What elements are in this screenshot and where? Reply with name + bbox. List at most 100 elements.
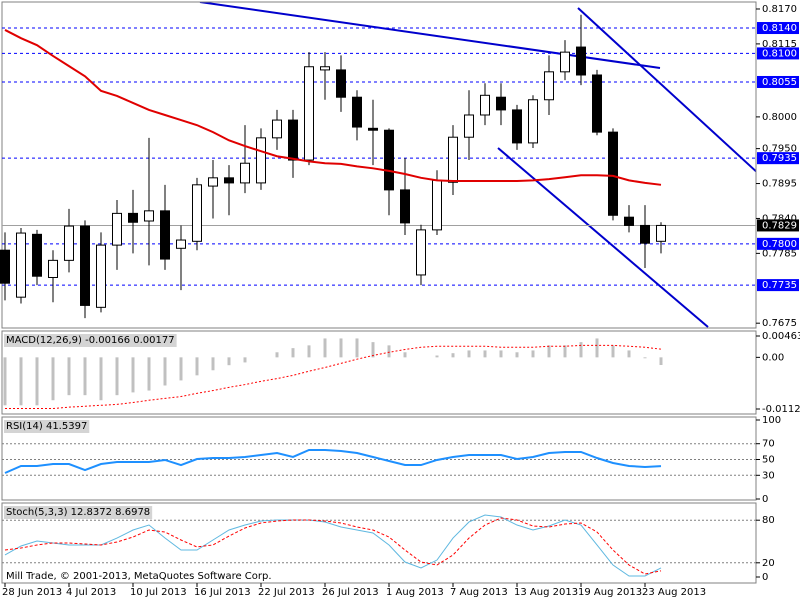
candles (0, 14, 666, 319)
macd-histogram-bar (403, 352, 407, 358)
level-label: 0.8055 (762, 77, 797, 88)
candle-body (160, 210, 170, 260)
current-price-box (757, 219, 799, 232)
candle-body (96, 244, 106, 308)
macd-histogram-bar (579, 342, 583, 358)
trend-line (497, 147, 709, 328)
macd-histogram-bar (467, 350, 471, 358)
macd-histogram-bar (563, 345, 567, 358)
y-tick-label: 0.8170 (762, 4, 797, 15)
x-tick-label: 13 Aug 2013 (514, 587, 578, 598)
y-tick-label: 30 (762, 470, 775, 481)
stoch-main-line (4, 514, 662, 577)
macd-histogram-bar (339, 338, 343, 358)
x-tick-label: 10 Jul 2013 (130, 587, 187, 598)
y-tick-label: 0.7840 (762, 213, 797, 224)
candle-body (368, 127, 378, 131)
candle-body (192, 184, 202, 242)
panel-frame (1, 330, 757, 415)
macd-histogram-bar (275, 352, 279, 358)
level-label: 0.7935 (762, 153, 797, 164)
macd-histogram-bar (211, 357, 215, 371)
candle-body (432, 179, 442, 231)
candle-body (352, 96, 362, 128)
candle-body (640, 224, 650, 244)
candle-body (304, 66, 314, 161)
macd-histogram-bar (179, 357, 183, 381)
candle-body (480, 94, 490, 116)
level-label-box (757, 22, 799, 35)
level-label-box (757, 152, 799, 165)
y-tick-label: 20 (762, 558, 775, 569)
candle-body (240, 162, 250, 184)
x-tick-label: 22 Jul 2013 (258, 587, 315, 598)
candle-body (560, 51, 570, 73)
trend-lines (199, 2, 756, 328)
macd-histogram-bar (531, 350, 535, 358)
stoch-signal-line (4, 517, 662, 575)
candle-body (128, 212, 138, 223)
macd-histogram-bar (67, 357, 71, 396)
y-tick-label: 0.8115 (762, 39, 797, 50)
y-tick-label: 0.00 (762, 352, 784, 363)
x-tick-label: 23 Aug 2013 (642, 587, 706, 598)
copyright-text: Mill Trade, © 2001-2013, MetaQuotes Soft… (6, 571, 272, 582)
candle-body (416, 229, 426, 276)
level-label-box (757, 279, 799, 292)
candle-body (64, 225, 74, 261)
y-tick-label: 0.7895 (762, 179, 797, 190)
macd-histogram-bar (323, 338, 327, 358)
title-background (4, 420, 90, 433)
candle-body (448, 136, 458, 183)
panel-frame (1, 502, 757, 584)
macd-histogram-bar (659, 357, 663, 366)
macd-histogram-bar (291, 348, 295, 358)
macd-histogram-bar (227, 357, 231, 366)
y-tick-label: 80 (762, 515, 775, 526)
macd-histogram-bar (99, 357, 103, 401)
candle-body (208, 177, 218, 187)
candle-body (608, 131, 618, 216)
level-label-box (757, 47, 799, 60)
macd-histogram-bar (195, 357, 199, 376)
macd-histogram-bar (51, 357, 55, 401)
candle-body (320, 66, 330, 71)
candle-body (656, 224, 666, 242)
macd-histogram-bar (499, 350, 503, 358)
x-tick-label: 1 Aug 2013 (386, 587, 444, 598)
macd-histogram-bar (451, 353, 455, 358)
macd-histogram-bar (435, 355, 439, 358)
x-tick-label: 28 Jun 2013 (2, 587, 62, 598)
macd-histogram-bar (115, 357, 119, 396)
candle-body (224, 177, 234, 184)
level-label: 0.8100 (762, 48, 797, 59)
level-label: 0.8140 (762, 23, 797, 34)
y-tick-label: 0.7675 (762, 318, 797, 329)
candle-body (48, 259, 58, 278)
panel-frame (1, 1, 757, 329)
candle-body (336, 69, 346, 98)
candle-body (576, 46, 586, 76)
macd-histogram-bar (643, 357, 647, 359)
y-tick-label: 0.7785 (762, 248, 797, 259)
candle-body (272, 119, 282, 139)
indicator-title: Stoch(5,3,3) 12.8372 8.6978 (6, 507, 150, 518)
x-tick-label: 19 Aug 2013 (578, 587, 642, 598)
indicator-title: MACD(12,26,9) -0.00166 0.00177 (6, 335, 175, 346)
candle-body (32, 233, 42, 277)
title-background (4, 334, 177, 347)
x-tick-label: 26 Jul 2013 (322, 587, 379, 598)
macd-histogram-bar (515, 352, 519, 358)
y-tick-label: 100 (762, 415, 781, 426)
x-tick-label: 7 Aug 2013 (450, 587, 508, 598)
candle-body (256, 137, 266, 184)
macd-histogram-bar (163, 357, 167, 386)
y-tick-label: 50 (762, 455, 775, 466)
candle-body (544, 71, 554, 101)
candle-body (624, 216, 634, 226)
y-tick-label: 0.8000 (762, 112, 797, 123)
macd-histogram-bar (627, 350, 631, 358)
candle-body (176, 239, 186, 249)
candle-body (400, 189, 410, 224)
